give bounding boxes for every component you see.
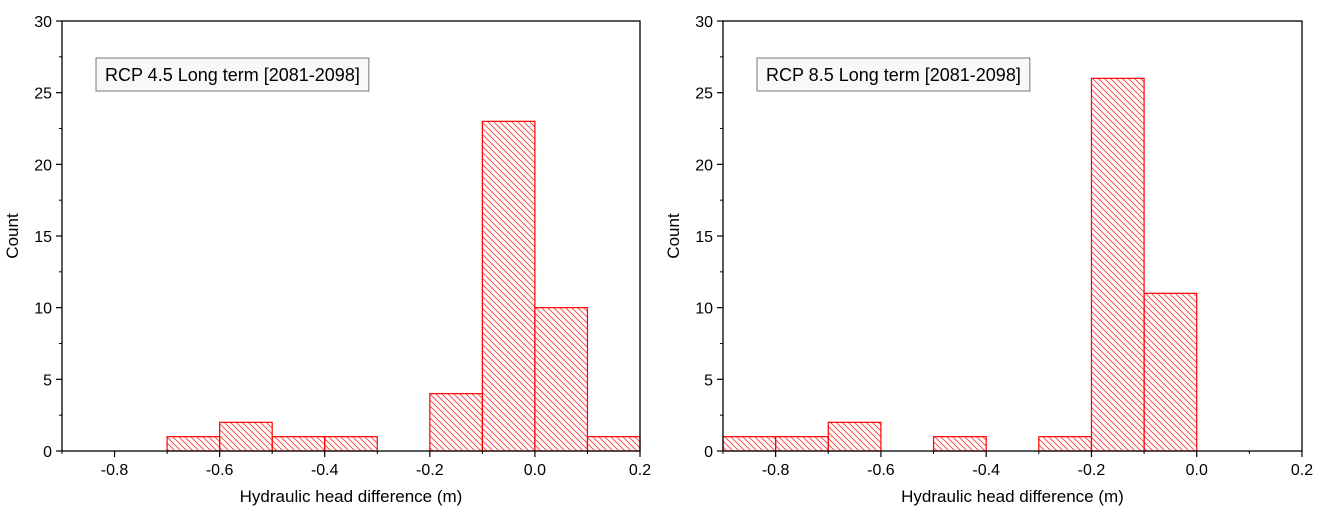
x-axis-label: Hydraulic head difference (m) <box>240 487 463 506</box>
x-tick-label: -0.2 <box>1078 462 1106 479</box>
x-tick-label: -0.4 <box>972 462 1000 479</box>
y-tick-label: 20 <box>695 157 713 174</box>
y-tick-label: 10 <box>34 301 52 318</box>
x-axis-label: Hydraulic head difference (m) <box>901 487 1124 506</box>
x-tick-label: -0.2 <box>416 462 444 479</box>
y-tick-label: 20 <box>34 157 52 174</box>
x-tick-label: -0.8 <box>762 462 790 479</box>
annotation-text: RCP 8.5 Long term [2081-2098] <box>766 65 1021 85</box>
chart-panel-1: 0 5 10 15 20 25 30 -0.8 -0.6 -0.4 -0.2 0.0 0.2 Hydrau… <box>3 14 651 506</box>
x-tick-label: 0.0 <box>1186 462 1208 479</box>
x-tick-label: -0.4 <box>311 462 339 479</box>
y-tick-label: 5 <box>43 372 52 389</box>
histogram-bar <box>166 436 221 452</box>
histogram-bar <box>481 120 536 452</box>
x-tick-label: 0.2 <box>629 462 651 479</box>
y-tick-label: 0 <box>43 444 52 461</box>
histogram-bar <box>429 393 483 452</box>
y-tick-label: 10 <box>695 301 713 318</box>
y-tick-label: 15 <box>695 229 713 246</box>
y-axis-label: Count <box>664 213 683 259</box>
x-tick-label: -0.8 <box>101 462 129 479</box>
histogram-bar <box>932 436 987 452</box>
y-axis-label: Count <box>3 213 22 259</box>
x-tick-label: 0.0 <box>524 462 546 479</box>
histogram-bar <box>534 307 589 452</box>
annotation-box <box>756 57 1031 92</box>
annotation-text: RCP 4.5 Long term [2081-2098] <box>105 65 360 85</box>
histogram-bar <box>219 421 273 452</box>
histogram-bar <box>1143 292 1198 452</box>
x-tick-label: -0.6 <box>867 462 895 479</box>
histogram-bar <box>271 436 326 452</box>
histogram-bar <box>324 436 378 452</box>
y-tick-label: 30 <box>695 14 713 31</box>
x-tick-label: -0.6 <box>206 462 234 479</box>
histogram-bar <box>775 436 829 452</box>
y-tick-label: 25 <box>34 86 52 103</box>
chart-panel-2: 0 5 10 15 20 25 30 -0.8 -0.6 -0.4 -0.2 0.0 0.2 Hydrau… <box>664 14 1313 506</box>
histogram-bar <box>722 436 777 452</box>
x-tick-label: 0.2 <box>1291 462 1313 479</box>
y-tick-label: 15 <box>34 229 52 246</box>
y-tick-label: 30 <box>34 14 52 31</box>
y-tick-label: 5 <box>704 372 713 389</box>
histogram-bar <box>586 436 641 452</box>
histogram-bar <box>1038 436 1093 452</box>
histogram-bar <box>827 421 882 452</box>
y-tick-label: 0 <box>704 444 713 461</box>
y-tick-label: 25 <box>695 86 713 103</box>
annotation-box <box>95 57 370 92</box>
histogram-bar <box>1090 77 1145 452</box>
